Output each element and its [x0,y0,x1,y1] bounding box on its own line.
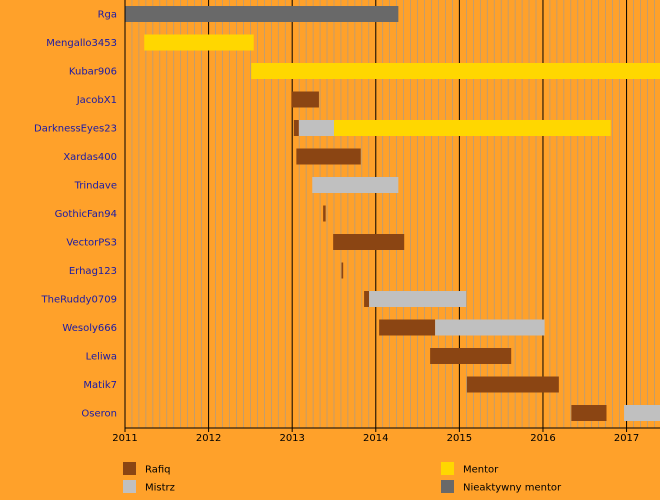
row-label: JacobX1 [76,95,117,106]
legend-label: Mistrz [145,483,175,494]
legend-swatch-mentor [441,462,454,475]
bar-oseron-rafiq [571,405,607,421]
legend-swatch-rafiq [123,462,136,475]
bar-kubar906-mentor [251,63,660,79]
bar-wesoly666-mistrz [435,319,545,336]
row-label: TheRuddy0709 [41,295,118,306]
row-label: VectorPS3 [66,238,117,249]
bar-theruddy0709-mistrz [369,291,467,307]
legend-label: Rafiq [145,465,171,476]
row-label: Erhag123 [69,266,117,277]
x-tick-label: 2012 [196,433,221,444]
bar-vectorps3-rafiq [333,234,405,250]
legend-swatch-mistrz [123,480,136,493]
bar-darknesseyes23-mentor [333,120,611,136]
x-tick-label: 2015 [447,433,472,444]
bar-wesoly666-rafiq [379,319,436,336]
legend: Rafiq Mistrz Mentor Nieaktywny mentor [123,462,562,494]
bar-oseron-mistrz [624,405,660,421]
row-label: Wesoly666 [62,323,117,334]
bar-darknesseyes23-rafiq [293,120,299,136]
legend-swatch-nieaktywny-mentor [441,480,454,493]
x-tick-label: 2016 [530,433,555,444]
row-label: DarknessEyes23 [34,124,117,135]
axes [124,0,660,432]
row-label: Kubar906 [69,67,117,78]
row-label: Xardas400 [63,152,117,163]
x-tick-label: 2013 [279,433,304,444]
legend-label: Nieaktywny mentor [463,483,562,494]
x-tick-labels: 2011 2012 2013 2014 2015 2016 2017 [112,433,639,444]
row-label: Leliwa [86,352,117,363]
x-tick-label: 2017 [614,433,639,444]
row-label: Matik7 [83,380,117,391]
bar-darknesseyes23-mistrz [298,120,334,136]
bar-mengallo3453-mentor [144,34,254,51]
row-label: GothicFan94 [55,209,117,220]
x-tick-label: 2014 [363,433,388,444]
x-tick-label: 2011 [112,433,137,444]
bar-gothicfan94-rafiq [323,205,326,222]
row-label: Mengallo3453 [46,38,117,49]
row-label: Rga [98,10,117,21]
row-labels: Rga Mengallo3453 Kubar906 JacobX1 DarknessEy… [34,10,117,420]
bar-matik7-rafiq [466,376,559,393]
bar-leliwa-rafiq [430,348,512,364]
bar-jacobx1-rafiq [291,91,319,108]
bar-rga-nieaktywny-mentor [125,6,399,22]
row-label: Oseron [81,409,117,420]
row-label: Trindave [74,181,117,192]
bar-theruddy0709-rafiq [364,291,370,307]
legend-label: Mentor [463,465,499,476]
bar-erhag123-rafiq [341,262,344,279]
bar-trindave-mistrz [312,177,399,193]
bar-xardas400-rafiq [296,148,361,165]
bars [125,6,660,421]
